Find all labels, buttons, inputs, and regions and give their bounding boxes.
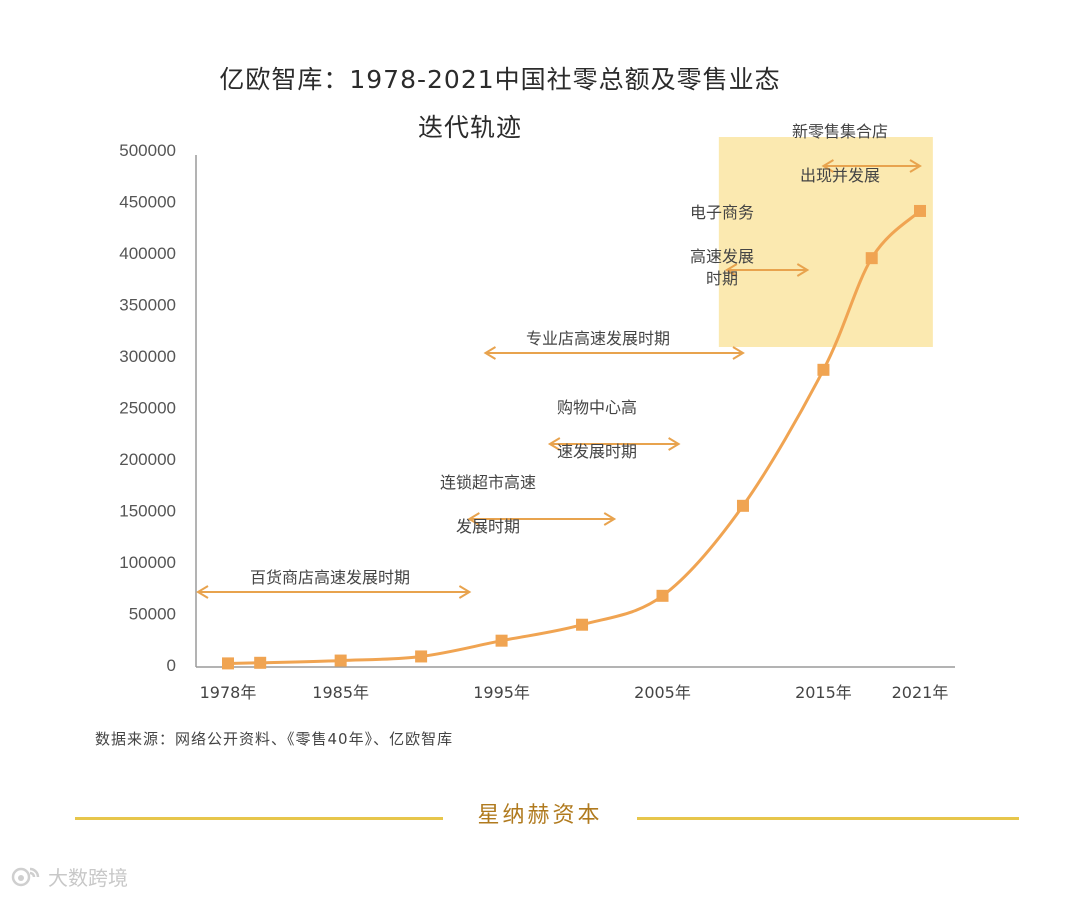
period-label: 百货商店高速发展时期 bbox=[250, 568, 410, 587]
data-point bbox=[495, 634, 508, 647]
data-point bbox=[222, 657, 234, 670]
y-tick-label: 150000 bbox=[119, 502, 176, 521]
arrow-head-right bbox=[458, 585, 472, 599]
x-tick-label: 1985年 bbox=[312, 683, 369, 702]
x-tick-label: 2005年 bbox=[634, 683, 691, 702]
arrow-head-left bbox=[547, 437, 561, 451]
arrow-head-left bbox=[821, 159, 834, 173]
arrow-head-right bbox=[603, 512, 617, 526]
period-label: 电子商务 bbox=[690, 203, 754, 222]
y-tick-label: 450000 bbox=[119, 193, 176, 212]
footer-divider-right bbox=[637, 817, 1019, 820]
y-tick-label: 100000 bbox=[119, 553, 176, 572]
arrow-head-left bbox=[467, 512, 480, 526]
arrow-head-right bbox=[909, 159, 922, 173]
data-point bbox=[576, 618, 589, 631]
data-point bbox=[736, 499, 749, 512]
arrow-head-left bbox=[724, 263, 738, 277]
watermark-text: 大数跨境 bbox=[48, 866, 128, 890]
y-tick-label: 250000 bbox=[119, 399, 176, 418]
period-label: 发展时期 bbox=[456, 517, 520, 536]
data-point bbox=[334, 654, 347, 667]
period-label: 购物中心高 bbox=[557, 398, 637, 417]
weibo-like-logo-icon bbox=[11, 867, 40, 886]
y-tick-label: 50000 bbox=[129, 605, 176, 624]
x-tick-label: 1995年 bbox=[473, 683, 530, 702]
x-tick-label: 1978年 bbox=[200, 683, 257, 702]
highlight-region bbox=[718, 137, 933, 347]
period-label: 出现并发展 bbox=[800, 166, 880, 185]
chart-title-line1: 亿欧智库：1978-2021中国社零总额及零售业态 bbox=[219, 65, 781, 94]
data-point bbox=[865, 252, 878, 265]
period-label: 新零售集合店 bbox=[792, 122, 888, 141]
data-point bbox=[656, 589, 669, 602]
y-tick-label: 350000 bbox=[119, 296, 176, 315]
period-label: 速发展时期 bbox=[557, 442, 637, 461]
y-tick-label: 200000 bbox=[119, 450, 176, 469]
period-label: 专业店高速发展时期 bbox=[526, 329, 670, 348]
arrow-head-right bbox=[732, 346, 745, 360]
y-tick-label: 400000 bbox=[119, 244, 176, 263]
x-tick-label: 2015年 bbox=[795, 683, 852, 702]
x-tick-label: 2021年 bbox=[892, 683, 949, 702]
watermark: 大数跨境 bbox=[10, 862, 128, 891]
y-tick-label: 300000 bbox=[119, 347, 176, 366]
arrow-head-left bbox=[196, 585, 209, 599]
y-tick-label: 500000 bbox=[119, 141, 176, 160]
source-note: 数据来源：网络公开资料、《零售40年》、亿欧智库 bbox=[95, 730, 454, 748]
data-point bbox=[817, 363, 830, 376]
footer-brand: 星纳赫资本 bbox=[477, 803, 603, 828]
line-chart: 5000004500004000003500003000002500002000… bbox=[119, 122, 955, 702]
period-label: 时期 bbox=[706, 269, 738, 288]
data-point bbox=[415, 650, 428, 663]
arrow-head-right bbox=[668, 437, 681, 451]
arrow-head-right bbox=[796, 263, 810, 277]
data-point bbox=[254, 656, 267, 669]
data-point bbox=[914, 204, 926, 217]
period-label: 连锁超市高速 bbox=[440, 473, 536, 492]
footer-divider-left bbox=[75, 817, 443, 820]
y-tick-label: 0 bbox=[167, 656, 176, 675]
period-label: 高速发展 bbox=[690, 247, 754, 266]
chart-title-line2: 迭代轨迹 bbox=[417, 113, 522, 142]
arrow-head-left bbox=[483, 346, 497, 360]
